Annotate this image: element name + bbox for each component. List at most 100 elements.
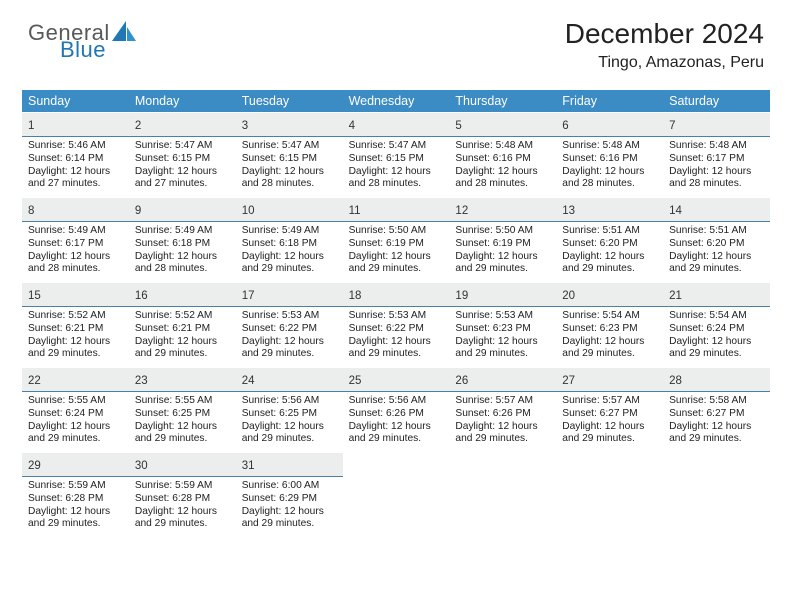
sunset-line: Sunset: 6:17 PM xyxy=(669,153,764,166)
day-cell: 23Sunrise: 5:55 AMSunset: 6:25 PMDayligh… xyxy=(129,367,236,452)
day-number: 27 xyxy=(562,375,575,387)
sunrise-line: Sunrise: 5:47 AM xyxy=(135,140,230,153)
day-number: 22 xyxy=(28,375,41,387)
daylight-line: Daylight: 12 hours and 28 minutes. xyxy=(562,166,657,192)
day-body: Sunrise: 5:50 AMSunset: 6:19 PMDaylight:… xyxy=(343,222,450,282)
sunset-line: Sunset: 6:18 PM xyxy=(135,238,230,251)
day-number-band: 6 xyxy=(556,113,663,137)
weekday-header: Monday xyxy=(129,90,236,112)
sunset-line: Sunset: 6:21 PM xyxy=(28,323,123,336)
daylight-line: Daylight: 12 hours and 28 minutes. xyxy=(669,166,764,192)
day-number: 28 xyxy=(669,375,682,387)
day-number-band: 25 xyxy=(343,368,450,392)
daylight-line: Daylight: 12 hours and 29 minutes. xyxy=(28,506,123,532)
day-number-band: 20 xyxy=(556,283,663,307)
sunrise-line: Sunrise: 5:48 AM xyxy=(455,140,550,153)
sunrise-line: Sunrise: 5:56 AM xyxy=(349,395,444,408)
logo-text-blue: Blue xyxy=(28,40,138,61)
daylight-line: Daylight: 12 hours and 29 minutes. xyxy=(349,336,444,362)
weekday-header: Thursday xyxy=(449,90,556,112)
day-cell: 17Sunrise: 5:53 AMSunset: 6:22 PMDayligh… xyxy=(236,282,343,367)
day-number-band: 12 xyxy=(449,198,556,222)
day-number: 9 xyxy=(135,205,141,217)
sunset-line: Sunset: 6:28 PM xyxy=(28,493,123,506)
day-number: 30 xyxy=(135,460,148,472)
daylight-line: Daylight: 12 hours and 27 minutes. xyxy=(135,166,230,192)
day-cell: 16Sunrise: 5:52 AMSunset: 6:21 PMDayligh… xyxy=(129,282,236,367)
sunset-line: Sunset: 6:28 PM xyxy=(135,493,230,506)
daylight-line: Daylight: 12 hours and 29 minutes. xyxy=(242,336,337,362)
day-body: Sunrise: 5:47 AMSunset: 6:15 PMDaylight:… xyxy=(129,137,236,197)
sunrise-line: Sunrise: 5:53 AM xyxy=(349,310,444,323)
day-cell: 3Sunrise: 5:47 AMSunset: 6:15 PMDaylight… xyxy=(236,112,343,197)
sunrise-line: Sunrise: 5:56 AM xyxy=(242,395,337,408)
day-cell: 25Sunrise: 5:56 AMSunset: 6:26 PMDayligh… xyxy=(343,367,450,452)
sunrise-line: Sunrise: 5:54 AM xyxy=(562,310,657,323)
daylight-line: Daylight: 12 hours and 28 minutes. xyxy=(28,251,123,277)
page-title: December 2024 xyxy=(565,18,764,50)
day-body: Sunrise: 5:48 AMSunset: 6:16 PMDaylight:… xyxy=(556,137,663,197)
sunrise-line: Sunrise: 5:48 AM xyxy=(562,140,657,153)
day-body: Sunrise: 5:51 AMSunset: 6:20 PMDaylight:… xyxy=(556,222,663,282)
daylight-line: Daylight: 12 hours and 28 minutes. xyxy=(242,166,337,192)
day-cell: 6 Sunrise: 5:48 AMSunset: 6:16 PMDaylight… xyxy=(556,112,663,197)
day-number: 20 xyxy=(562,290,575,302)
daylight-line: Daylight: 12 hours and 29 minutes. xyxy=(135,336,230,362)
day-cell: 29 Sunrise: 5:59 AMSunset: 6:28 PMDayligh… xyxy=(22,452,129,537)
day-number-band: 27 xyxy=(556,368,663,392)
day-number: 19 xyxy=(455,290,468,302)
sunrise-line: Sunrise: 5:50 AM xyxy=(455,225,550,238)
day-number-band: 29 xyxy=(22,453,129,477)
day-number-band: 13 xyxy=(556,198,663,222)
sunset-line: Sunset: 6:15 PM xyxy=(135,153,230,166)
sunset-line: Sunset: 6:22 PM xyxy=(349,323,444,336)
daylight-line: Daylight: 12 hours and 29 minutes. xyxy=(349,421,444,447)
weekday-header: Tuesday xyxy=(236,90,343,112)
day-cell: 21Sunrise: 5:54 AMSunset: 6:24 PMDayligh… xyxy=(663,282,770,367)
day-body: Sunrise: 5:49 AMSunset: 6:18 PMDaylight:… xyxy=(129,222,236,282)
sunrise-line: Sunrise: 5:51 AM xyxy=(562,225,657,238)
daylight-line: Daylight: 12 hours and 29 minutes. xyxy=(455,251,550,277)
sunrise-line: Sunrise: 5:52 AM xyxy=(28,310,123,323)
day-cell: 27Sunrise: 5:57 AMSunset: 6:27 PMDayligh… xyxy=(556,367,663,452)
calendar-grid: 1Sunrise: 5:46 AMSunset: 6:14 PMDaylight… xyxy=(22,112,770,537)
header: General Blue December 2024 Tingo, Amazon… xyxy=(0,0,792,80)
sunset-line: Sunset: 6:17 PM xyxy=(28,238,123,251)
day-cell: 14Sunrise: 5:51 AMSunset: 6:20 PMDayligh… xyxy=(663,197,770,282)
daylight-line: Daylight: 12 hours and 29 minutes. xyxy=(242,421,337,447)
sunset-line: Sunset: 6:20 PM xyxy=(669,238,764,251)
day-number: 24 xyxy=(242,375,255,387)
day-body: Sunrise: 5:59 AMSunset: 6:28 PMDaylight:… xyxy=(129,477,236,537)
day-body: Sunrise: 5:47 AMSunset: 6:15 PMDaylight:… xyxy=(236,137,343,197)
day-cell: 1Sunrise: 5:46 AMSunset: 6:14 PMDaylight… xyxy=(22,112,129,197)
daylight-line: Daylight: 12 hours and 29 minutes. xyxy=(562,251,657,277)
day-body: Sunrise: 5:49 AMSunset: 6:18 PMDaylight:… xyxy=(236,222,343,282)
sunrise-line: Sunrise: 5:47 AM xyxy=(242,140,337,153)
weekday-header: Wednesday xyxy=(343,90,450,112)
sunrise-line: Sunrise: 5:59 AM xyxy=(28,480,123,493)
sunrise-line: Sunrise: 5:59 AM xyxy=(135,480,230,493)
sunrise-line: Sunrise: 5:57 AM xyxy=(455,395,550,408)
day-body: Sunrise: 5:54 AMSunset: 6:24 PMDaylight:… xyxy=(663,307,770,367)
day-body: Sunrise: 5:48 AMSunset: 6:17 PMDaylight:… xyxy=(663,137,770,197)
sunrise-line: Sunrise: 5:49 AM xyxy=(242,225,337,238)
sunset-line: Sunset: 6:23 PM xyxy=(562,323,657,336)
daylight-line: Daylight: 12 hours and 29 minutes. xyxy=(669,336,764,362)
day-cell: 24Sunrise: 5:56 AMSunset: 6:25 PMDayligh… xyxy=(236,367,343,452)
day-cell: 30 Sunrise: 5:59 AMSunset: 6:28 PMDayligh… xyxy=(129,452,236,537)
day-cell: 4Sunrise: 5:47 AMSunset: 6:15 PMDaylight… xyxy=(343,112,450,197)
sunrise-line: Sunrise: 5:55 AM xyxy=(28,395,123,408)
sunrise-line: Sunrise: 5:57 AM xyxy=(562,395,657,408)
daylight-line: Daylight: 12 hours and 29 minutes. xyxy=(562,421,657,447)
day-number-band: 2 xyxy=(129,113,236,137)
day-cell: 11Sunrise: 5:50 AMSunset: 6:19 PMDayligh… xyxy=(343,197,450,282)
day-number: 6 xyxy=(562,120,568,132)
weekday-header: Friday xyxy=(556,90,663,112)
day-cell: 20Sunrise: 5:54 AMSunset: 6:23 PMDayligh… xyxy=(556,282,663,367)
day-cell: 2Sunrise: 5:47 AMSunset: 6:15 PMDaylight… xyxy=(129,112,236,197)
day-number-band: 11 xyxy=(343,198,450,222)
sunrise-line: Sunrise: 5:49 AM xyxy=(28,225,123,238)
daylight-line: Daylight: 12 hours and 29 minutes. xyxy=(349,251,444,277)
day-cell: 9 Sunrise: 5:49 AMSunset: 6:18 PMDaylight… xyxy=(129,197,236,282)
day-body: Sunrise: 5:47 AMSunset: 6:15 PMDaylight:… xyxy=(343,137,450,197)
